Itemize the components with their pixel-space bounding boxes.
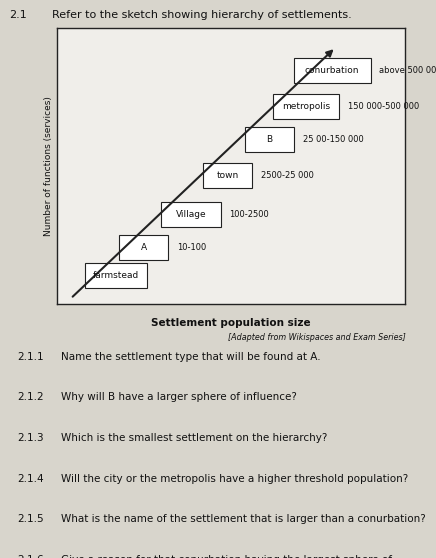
Bar bbox=[273, 94, 339, 119]
Bar bbox=[85, 263, 147, 287]
Bar bbox=[161, 202, 221, 227]
Bar bbox=[119, 235, 168, 260]
Text: Refer to the sketch showing hierarchy of settlements.: Refer to the sketch showing hierarchy of… bbox=[52, 10, 352, 20]
Text: A: A bbox=[141, 243, 147, 252]
Text: 2.1.1: 2.1.1 bbox=[17, 352, 44, 362]
Text: 2500-25 000: 2500-25 000 bbox=[261, 171, 313, 180]
Text: Why will B have a larger sphere of influence?: Why will B have a larger sphere of influ… bbox=[61, 392, 297, 402]
Text: Name the settlement type that will be found at A.: Name the settlement type that will be fo… bbox=[61, 352, 320, 362]
Text: metropolis: metropolis bbox=[282, 102, 330, 111]
Text: What is the name of the settlement that is larger than a conurbation?: What is the name of the settlement that … bbox=[61, 514, 426, 525]
Bar bbox=[203, 163, 252, 188]
Text: Give a reason for that conurbation having the largest sphere of
        influenc: Give a reason for that conurbation havin… bbox=[61, 555, 392, 558]
Text: 2.1: 2.1 bbox=[9, 10, 27, 20]
Text: [Adapted from Wikispaces and Exam Series]: [Adapted from Wikispaces and Exam Series… bbox=[228, 333, 405, 342]
Text: 25 00-150 000: 25 00-150 000 bbox=[303, 135, 363, 145]
Text: farmstead: farmstead bbox=[93, 271, 139, 280]
Y-axis label: Number of functions (services): Number of functions (services) bbox=[44, 96, 52, 236]
Text: 2.1.5: 2.1.5 bbox=[17, 514, 44, 525]
Text: Which is the smallest settlement on the hierarchy?: Which is the smallest settlement on the … bbox=[61, 433, 327, 443]
Text: 2.1.6: 2.1.6 bbox=[17, 555, 44, 558]
Text: 100-2500: 100-2500 bbox=[229, 210, 269, 219]
Text: Village: Village bbox=[176, 210, 206, 219]
Text: above 500 000: above 500 000 bbox=[379, 66, 436, 75]
Text: Settlement population size: Settlement population size bbox=[151, 318, 311, 328]
Bar bbox=[245, 127, 294, 152]
Text: 150 000-500 000: 150 000-500 000 bbox=[348, 102, 419, 111]
Text: Will the city or the metropolis have a higher threshold population?: Will the city or the metropolis have a h… bbox=[61, 474, 408, 484]
Text: conurbation: conurbation bbox=[305, 66, 360, 75]
Text: 10-100: 10-100 bbox=[177, 243, 206, 252]
Text: town: town bbox=[216, 171, 239, 180]
Text: B: B bbox=[266, 135, 272, 145]
Bar bbox=[294, 58, 371, 83]
Text: 2.1.3: 2.1.3 bbox=[17, 433, 44, 443]
Text: 2.1.2: 2.1.2 bbox=[17, 392, 44, 402]
Text: 2.1.4: 2.1.4 bbox=[17, 474, 44, 484]
